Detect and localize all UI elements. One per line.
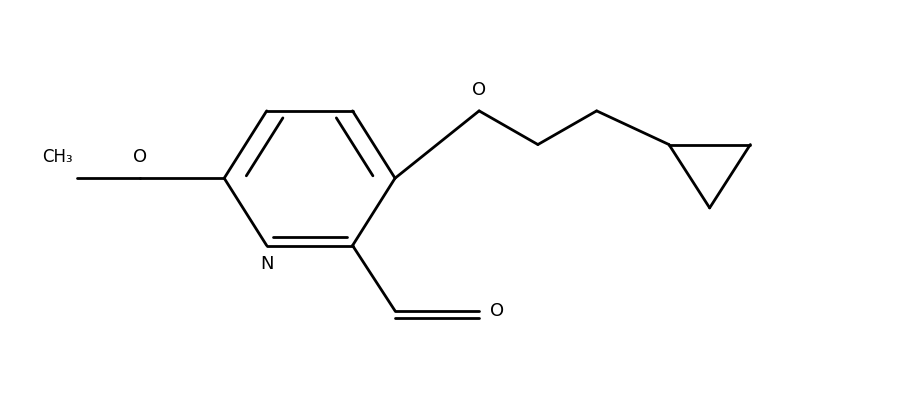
Text: N: N <box>260 255 273 273</box>
Text: O: O <box>489 302 504 320</box>
Text: CH₃: CH₃ <box>42 148 72 166</box>
Text: O: O <box>471 81 486 99</box>
Text: O: O <box>133 148 147 166</box>
